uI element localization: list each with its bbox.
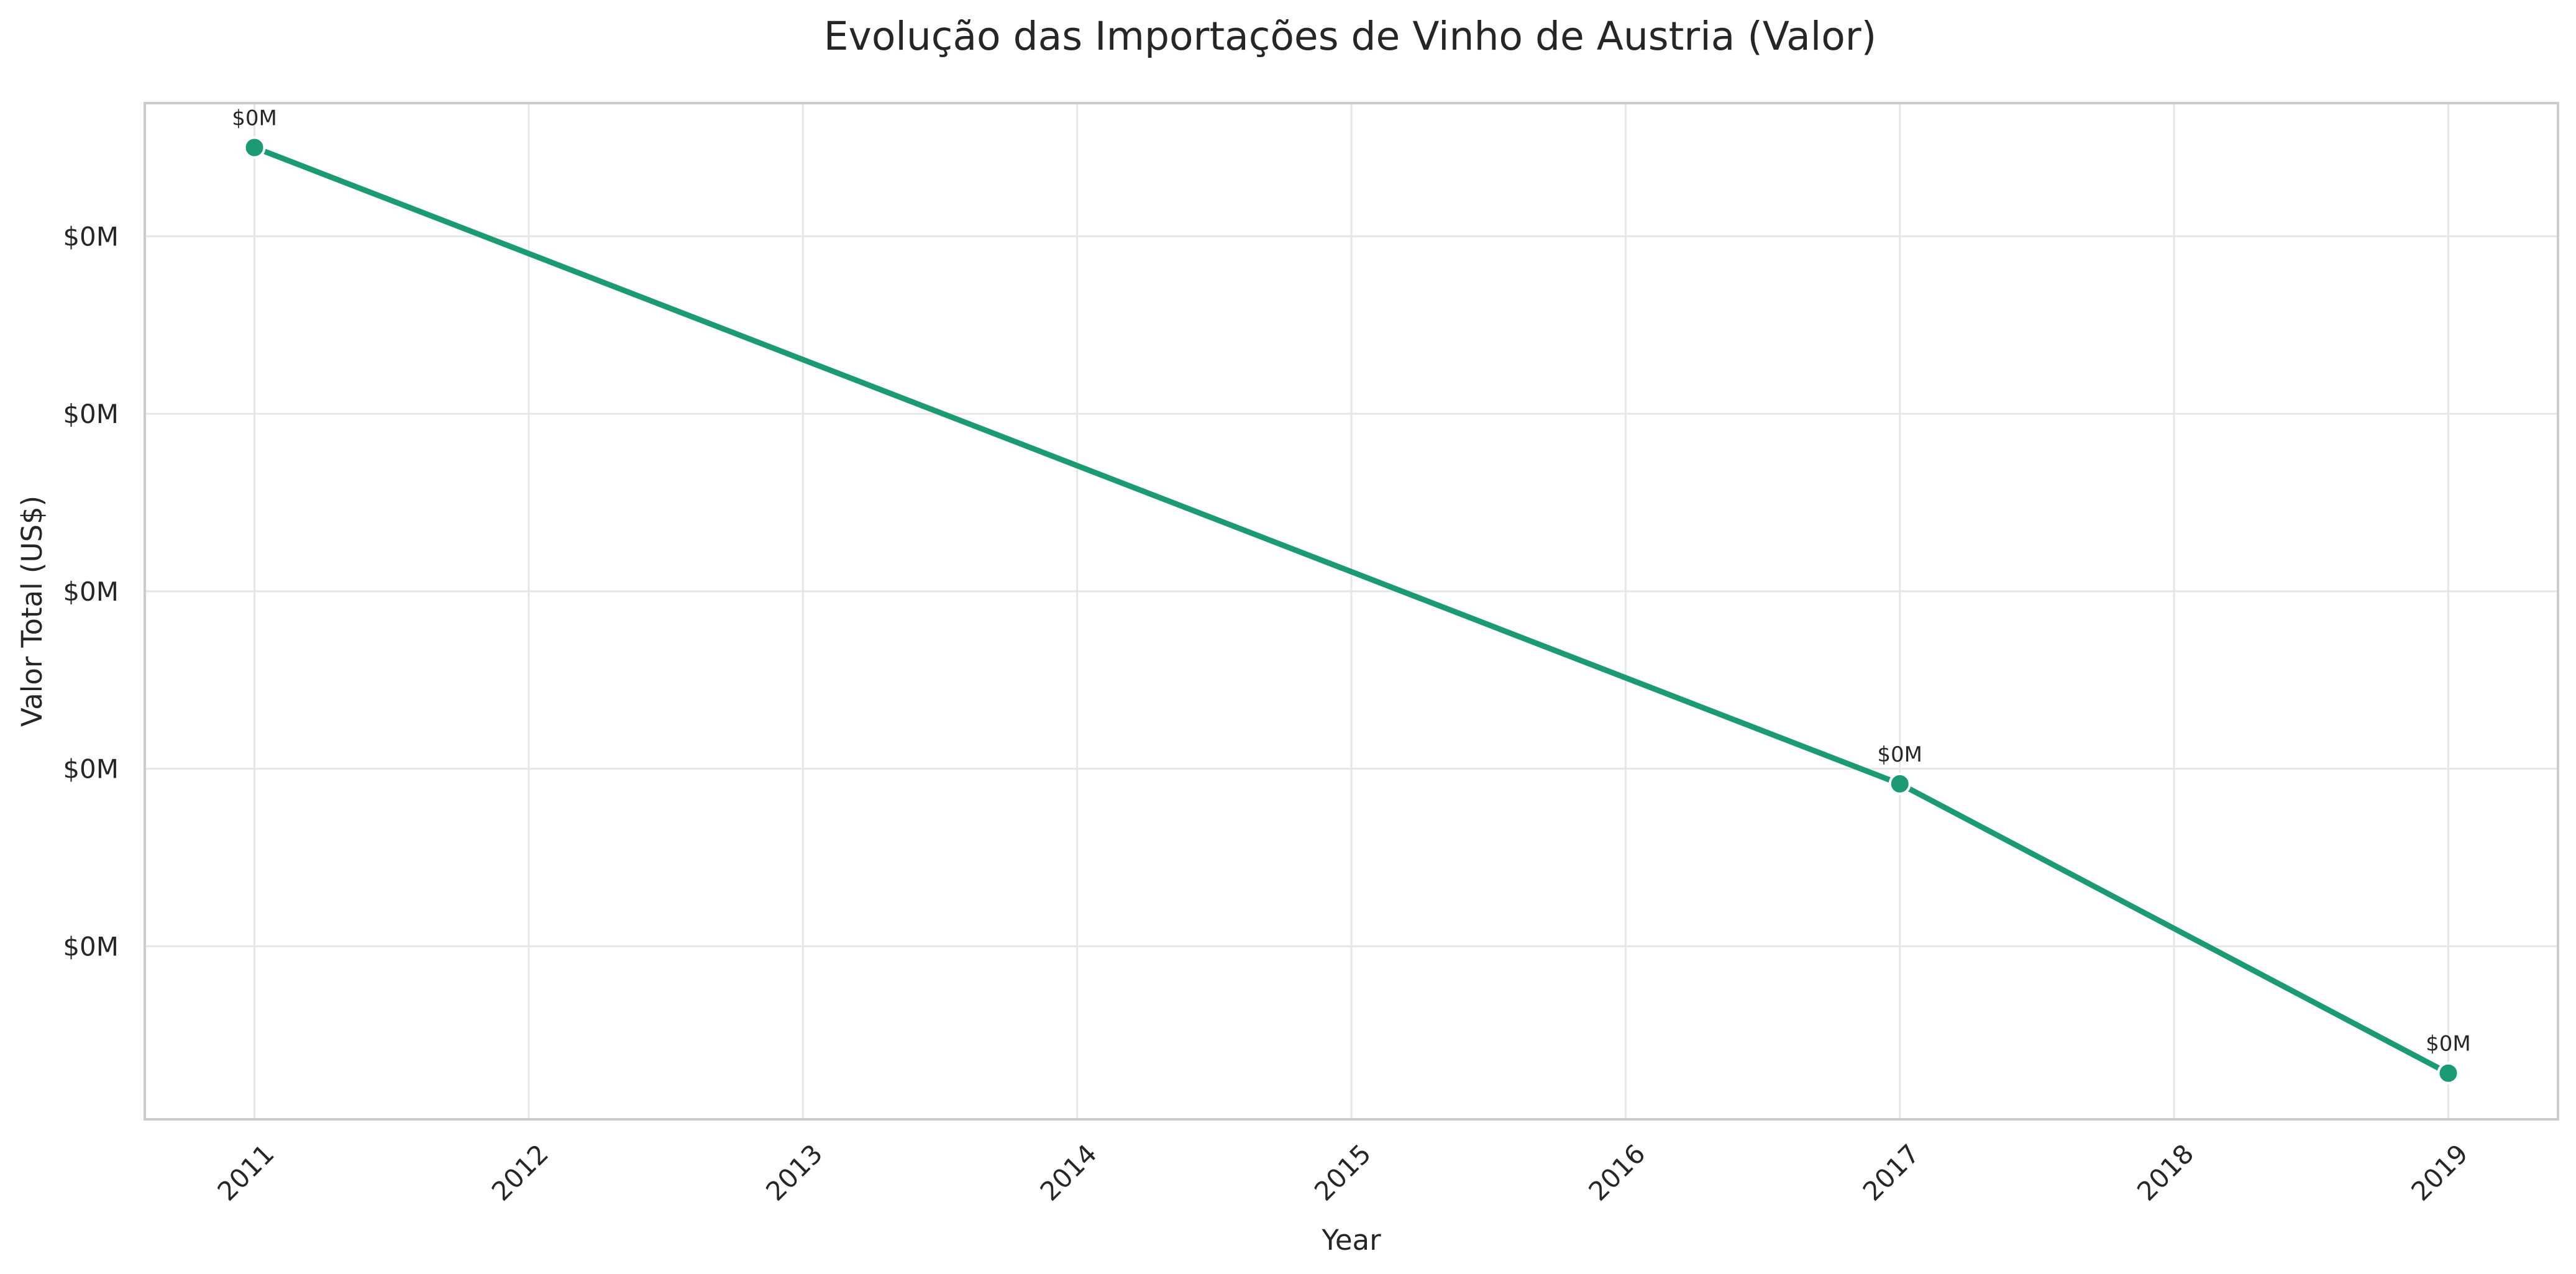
data-label: $0M xyxy=(2426,1032,2471,1057)
plot-frame xyxy=(144,102,2559,1121)
y-tick-label: $0M xyxy=(63,754,119,785)
x-tick-label: 2017 xyxy=(1857,1138,1925,1206)
y-tick-label: $0M xyxy=(63,399,119,429)
data-point xyxy=(2437,1062,2460,1085)
x-tick-label: 2014 xyxy=(1035,1138,1103,1206)
data-label: $0M xyxy=(232,106,277,130)
series-layer: $0M $0M $0M xyxy=(232,106,2471,1085)
y-axis-ticks: $0M $0M $0M $0M $0M xyxy=(63,221,119,962)
data-point xyxy=(243,136,266,159)
data-point xyxy=(1888,772,1911,795)
x-axis-ticks: 2011 2012 2013 2014 2015 2016 2017 2018 2019 xyxy=(211,1138,2473,1206)
y-axis-title: Valor Total (US$) xyxy=(16,496,48,727)
y-tick-label: $0M xyxy=(63,576,119,607)
chart-title: Evolução das Importações de Vinho de Aus… xyxy=(824,14,1877,59)
y-tick-label: $0M xyxy=(63,931,119,962)
x-axis-title: Year xyxy=(1321,1224,1381,1257)
x-tick-label: 2016 xyxy=(1583,1138,1651,1206)
x-tick-label: 2013 xyxy=(760,1138,828,1206)
x-tick-label: 2011 xyxy=(211,1138,280,1206)
grid xyxy=(145,103,2558,1119)
x-tick-label: 2019 xyxy=(2405,1138,2473,1206)
x-tick-label: 2012 xyxy=(486,1138,554,1206)
y-tick-label: $0M xyxy=(63,221,119,252)
x-tick-label: 2015 xyxy=(1309,1138,1377,1206)
x-tick-label: 2018 xyxy=(2131,1138,2199,1206)
data-label: $0M xyxy=(1877,742,1922,767)
